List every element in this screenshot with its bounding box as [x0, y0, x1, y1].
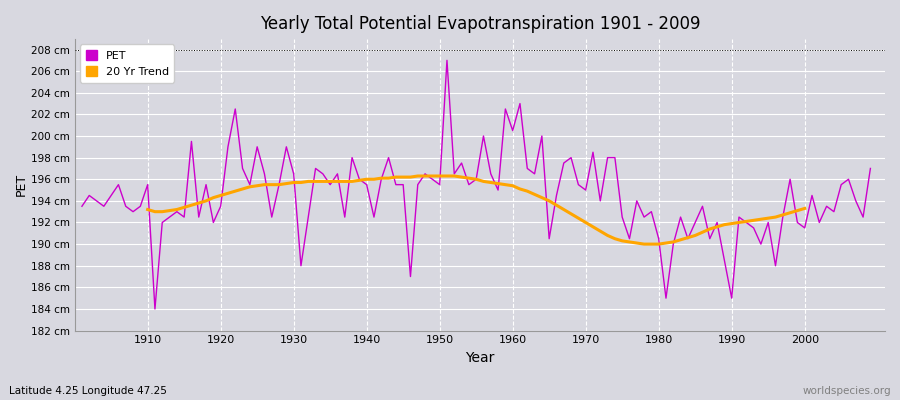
Line: 20 Yr Trend: 20 Yr Trend: [148, 176, 805, 244]
20 Yr Trend: [792, 208, 803, 213]
20 Yr Trend: [529, 192, 540, 197]
Text: worldspecies.org: worldspecies.org: [803, 386, 891, 396]
20 Yr Trend: [412, 174, 423, 178]
PET: [442, 58, 453, 63]
PET: [522, 166, 533, 171]
20 Yr Trend: [639, 242, 650, 246]
PET: [346, 155, 357, 160]
PET: [303, 215, 314, 220]
PET: [149, 306, 160, 311]
20 Yr Trend: [142, 207, 153, 212]
20 Yr Trend: [222, 191, 233, 196]
20 Yr Trend: [799, 206, 810, 211]
Legend: PET, 20 Yr Trend: PET, 20 Yr Trend: [80, 44, 175, 82]
20 Yr Trend: [295, 180, 306, 185]
Line: PET: PET: [82, 60, 870, 309]
Title: Yearly Total Potential Evapotranspiration 1901 - 2009: Yearly Total Potential Evapotranspiratio…: [259, 15, 700, 33]
Y-axis label: PET: PET: [15, 173, 28, 196]
X-axis label: Year: Year: [465, 351, 494, 365]
20 Yr Trend: [310, 179, 321, 184]
PET: [865, 166, 876, 171]
PET: [135, 204, 146, 209]
PET: [515, 101, 526, 106]
Text: Latitude 4.25 Longitude 47.25: Latitude 4.25 Longitude 47.25: [9, 386, 166, 396]
PET: [609, 155, 620, 160]
PET: [76, 204, 87, 209]
20 Yr Trend: [712, 224, 723, 229]
